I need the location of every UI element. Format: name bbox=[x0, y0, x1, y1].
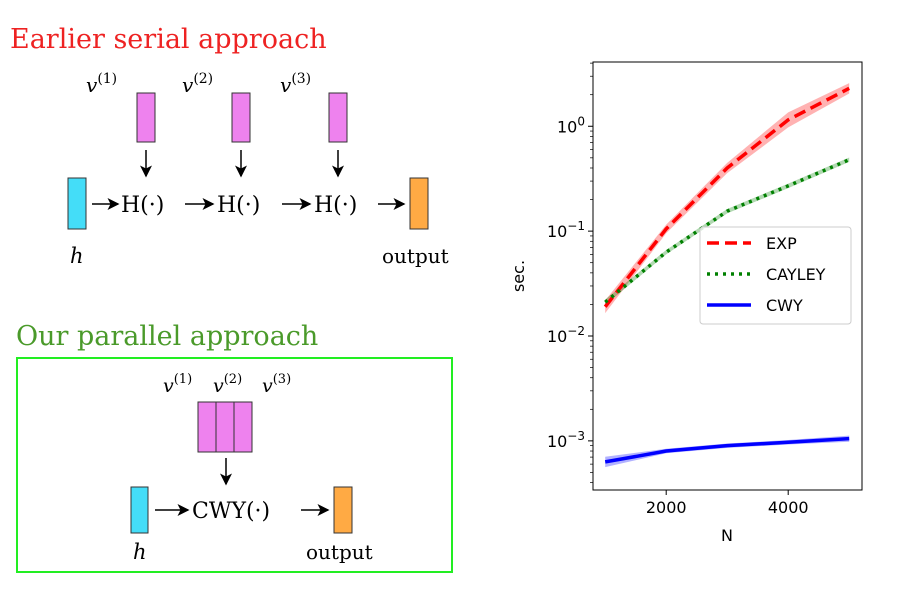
serial-arrows bbox=[92, 150, 406, 210]
vector-v2 bbox=[231, 92, 251, 143]
timing-chart: 2000 4000 100 10−1 10−2 10−3 N sec. EXP CAYLEY… bbox=[509, 61, 863, 545]
exp-band bbox=[605, 83, 850, 314]
y-tick-label: 100 bbox=[557, 114, 585, 136]
parallel-title: Our parallel approach bbox=[16, 321, 318, 352]
legend-label-cwy: CWY bbox=[766, 296, 803, 315]
legend-label-exp: EXP bbox=[766, 234, 797, 253]
x-tick-label: 2000 bbox=[646, 498, 687, 517]
plot-frame bbox=[592, 61, 863, 491]
h-ops: H(·) H(·) H(·) bbox=[121, 193, 357, 218]
h-op-1: H(·) bbox=[121, 193, 164, 218]
input-label: h bbox=[70, 244, 84, 268]
pv2-label: v(2) bbox=[213, 372, 242, 397]
serial-v-labels: v(1) v(2) v(3) bbox=[86, 71, 311, 97]
v1-label: v(1) bbox=[86, 71, 117, 97]
p-output-vector bbox=[333, 486, 353, 534]
v3-label: v(3) bbox=[280, 71, 311, 97]
parallel-arrows bbox=[155, 458, 330, 516]
h-op-2: H(·) bbox=[217, 193, 260, 218]
parallel-v-labels: v(1) v(2) v(3) bbox=[163, 372, 291, 397]
pv1-label: v(1) bbox=[163, 372, 192, 397]
cayley-line bbox=[604, 158, 850, 304]
pvector-v3 bbox=[233, 401, 253, 453]
serial-title: Earlier serial approach bbox=[10, 24, 327, 55]
pvector-v2 bbox=[215, 401, 235, 453]
parallel-box bbox=[16, 357, 453, 573]
y-tick-label: 10−3 bbox=[547, 429, 585, 451]
y-tick-label: 10−1 bbox=[547, 219, 585, 241]
legend-label-cayley: CAYLEY bbox=[766, 265, 826, 284]
legend-box bbox=[699, 226, 852, 325]
output-label: output bbox=[382, 244, 449, 268]
series-lines bbox=[603, 86, 850, 464]
serial-diagram: Earlier serial approach v(1) v(2) v(3) H… bbox=[10, 24, 449, 268]
x-axis-label: N bbox=[721, 526, 733, 545]
p-output-label: output bbox=[306, 540, 373, 564]
vector-v3 bbox=[328, 92, 348, 143]
p-input-label: h bbox=[133, 540, 147, 564]
v2-label: v(2) bbox=[182, 71, 213, 97]
exp-line bbox=[603, 86, 850, 308]
output-vector bbox=[409, 177, 429, 230]
parallel-diagram: Our parallel approach v(1) v(2) v(3) CWY… bbox=[16, 321, 453, 573]
pv3-label: v(3) bbox=[262, 372, 291, 397]
cwy-op: CWY(·) bbox=[192, 499, 270, 524]
cayley-band bbox=[605, 157, 850, 305]
cwy-line bbox=[604, 436, 850, 464]
y-axis-label: sec. bbox=[509, 260, 528, 292]
input-h-vector bbox=[67, 177, 87, 230]
x-tick-label: 4000 bbox=[768, 498, 809, 517]
vector-v1 bbox=[136, 92, 156, 143]
h-op-3: H(·) bbox=[314, 193, 357, 218]
y-tick-label: 10−2 bbox=[547, 324, 585, 346]
legend: EXP CAYLEY CWY bbox=[699, 226, 852, 325]
axis-ticks: 2000 4000 100 10−1 10−2 10−3 bbox=[547, 62, 809, 517]
p-input-h-vector bbox=[130, 486, 149, 534]
pvector-v1 bbox=[197, 401, 217, 453]
